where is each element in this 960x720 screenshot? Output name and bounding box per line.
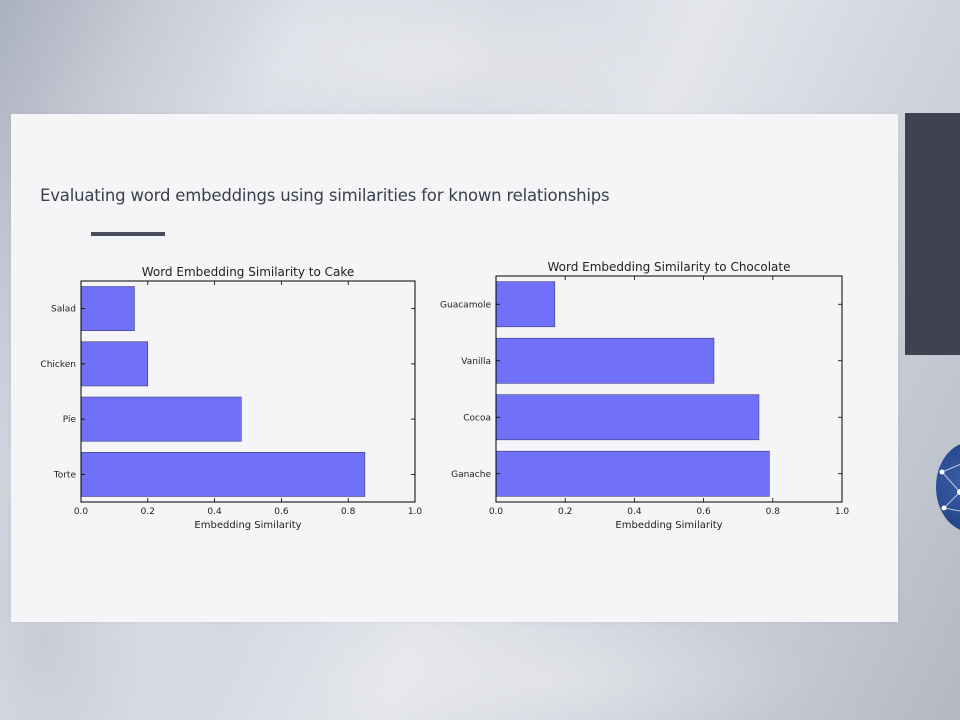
y-tick-label-salad: Salad [51, 305, 76, 315]
bar-vanilla [495, 337, 715, 384]
x-tick-label: 0.6 [274, 507, 289, 517]
x-tick-label: 0.8 [766, 507, 781, 517]
side-panel [905, 113, 960, 355]
chart-title: Word Embedding Similarity to Chocolate [548, 260, 791, 274]
x-tick-label: 0.4 [207, 507, 222, 517]
y-tick-label-guacamole: Guacamole [440, 300, 491, 310]
x-axis-label: Embedding Similarity [194, 520, 301, 531]
y-tick-label-chicken: Chicken [40, 360, 76, 370]
bar-chicken [80, 341, 149, 387]
title-underline [91, 232, 165, 236]
x-tick-label: 0.2 [558, 507, 572, 517]
bar-torte [80, 452, 366, 497]
bar-salad [80, 286, 135, 331]
bar-cocoa [495, 394, 760, 441]
x-tick-label: 1.0 [835, 507, 850, 517]
bar-ganache [495, 450, 770, 497]
y-tick-label-pie: Pie [63, 415, 77, 425]
slide: Evaluating word embeddings using similar… [11, 114, 898, 622]
y-tick-label-cocoa: Cocoa [463, 413, 491, 423]
bar-guacamole [495, 281, 556, 328]
x-tick-label: 0.8 [341, 507, 356, 517]
x-tick-label: 0.6 [696, 507, 711, 517]
plot-frame [80, 280, 416, 503]
plot-frame [495, 275, 843, 503]
x-tick-label: 1.0 [408, 507, 423, 517]
chart-title: Word Embedding Similarity to Cake [142, 265, 355, 279]
x-tick-label: 0.2 [141, 507, 155, 517]
logo-icon [936, 442, 960, 532]
x-tick-label: 0.4 [627, 507, 642, 517]
x-tick-label: 0.0 [74, 507, 89, 517]
slide-title: Evaluating word embeddings using similar… [40, 186, 610, 205]
y-tick-label-ganache: Ganache [451, 470, 491, 480]
y-tick-label-torte: Torte [53, 470, 77, 480]
x-tick-label: 0.0 [489, 507, 504, 517]
x-axis-label: Embedding Similarity [615, 520, 722, 531]
y-tick-label-vanilla: Vanilla [461, 357, 491, 367]
bar-pie [80, 396, 242, 442]
